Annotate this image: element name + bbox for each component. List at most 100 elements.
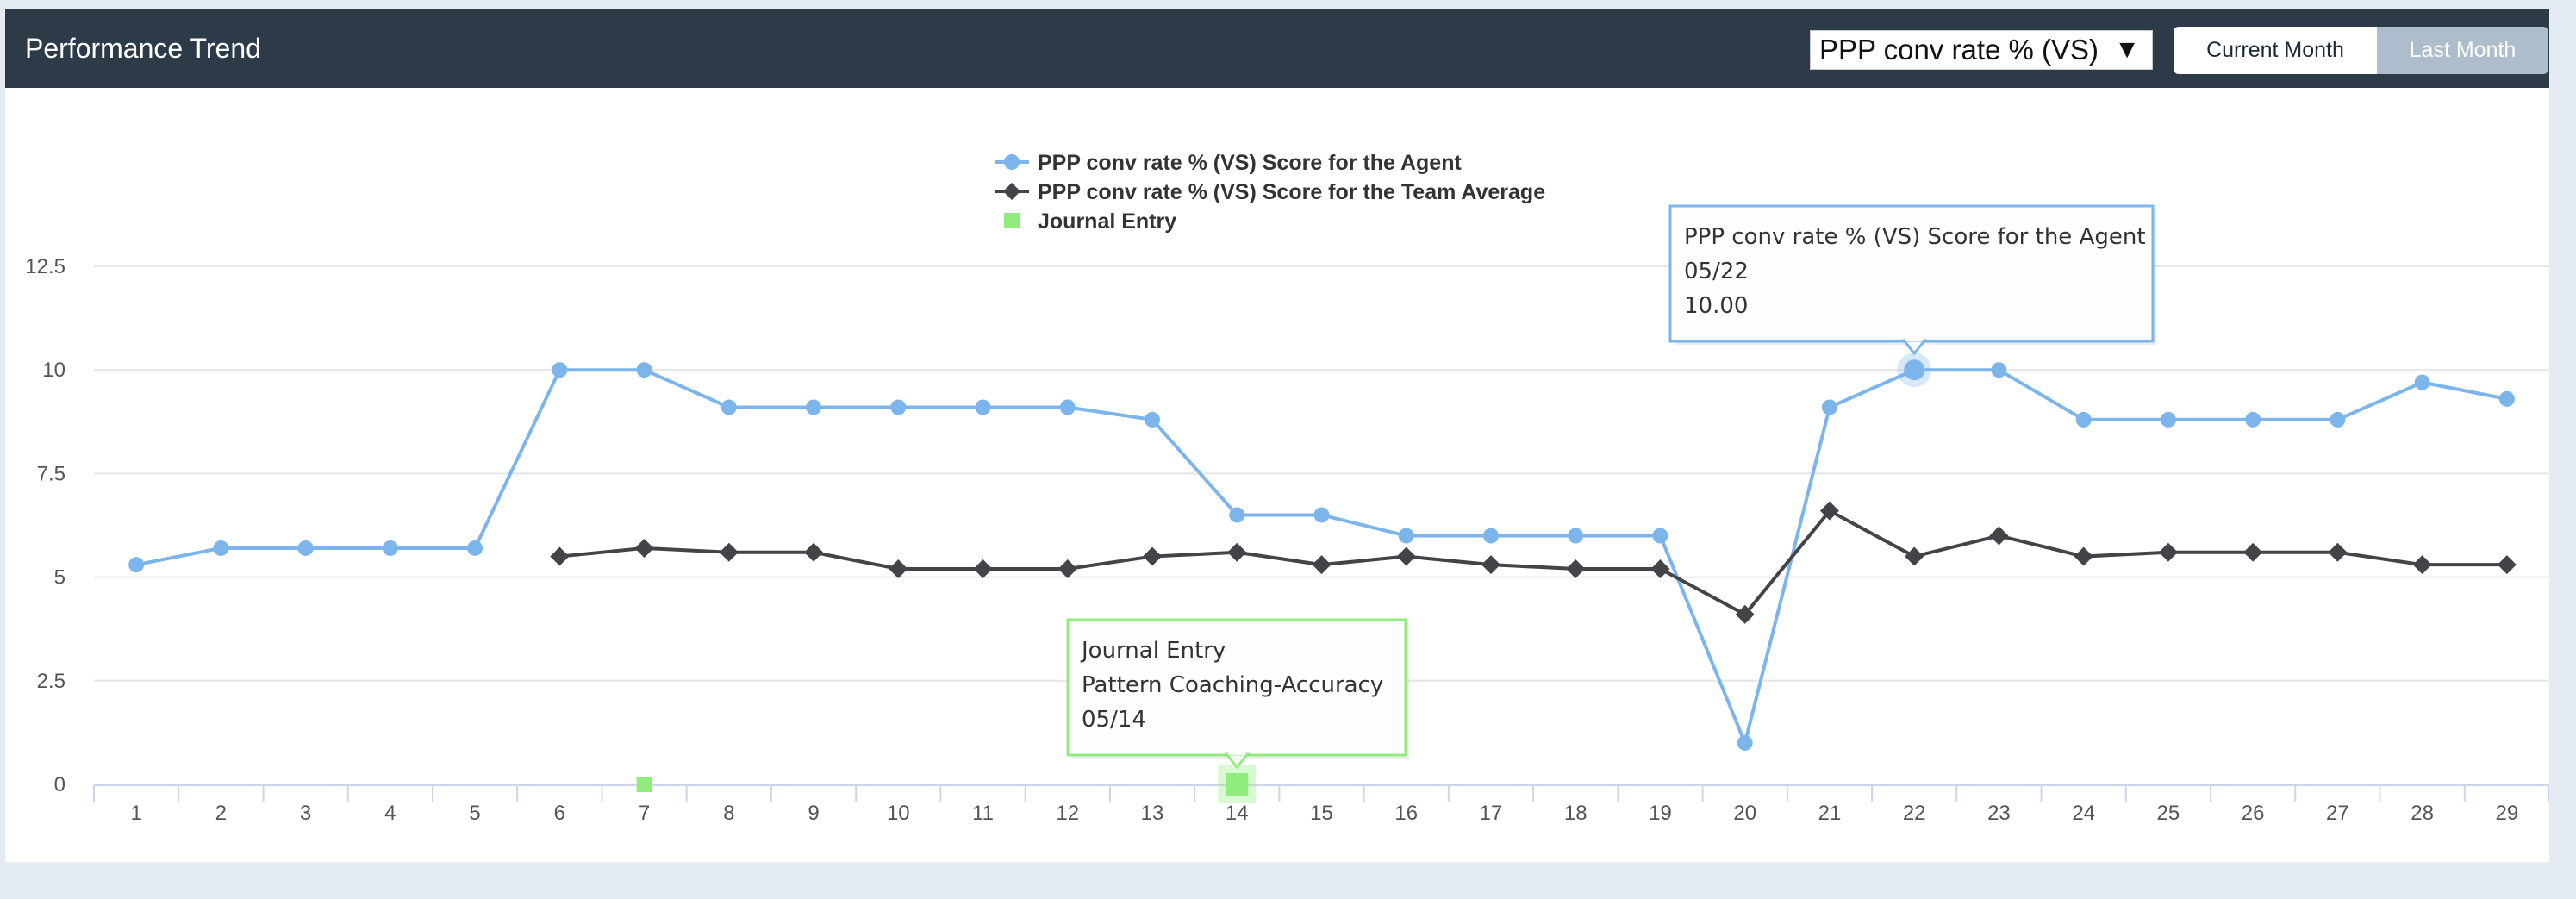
team-average-point — [1735, 604, 1755, 624]
team-average-point — [804, 542, 824, 562]
agent-point — [2414, 374, 2430, 390]
team-average-point — [1057, 559, 1077, 578]
x-tick-label: 8 — [723, 802, 734, 825]
agent-point — [636, 362, 652, 378]
team-average-point — [1989, 526, 2009, 546]
metric-select-value: PPP conv rate % (VS) — [1819, 34, 2099, 66]
agent-point — [806, 399, 822, 415]
y-tick-label: 0 — [54, 773, 65, 796]
team-average-point — [550, 546, 570, 566]
tooltip: Journal Entry Pattern Coaching-Accuracy 05… — [1066, 618, 1409, 803]
agent-point — [1991, 362, 2007, 378]
agent-point — [2245, 411, 2261, 428]
agent-point — [2330, 411, 2346, 428]
team-average-point — [1566, 559, 1586, 578]
x-tick-label: 9 — [808, 802, 819, 825]
agent-point — [1568, 528, 1584, 544]
x-tick-label: 6 — [554, 802, 565, 825]
team-average-point — [1905, 546, 1924, 566]
team-average-point — [1481, 555, 1500, 575]
agent-point — [213, 540, 229, 556]
team-average-point — [634, 538, 654, 558]
team-average-point — [1819, 501, 1839, 521]
tooltip-pointer — [1224, 752, 1251, 770]
dropdown-arrow-icon: ▼ — [2114, 35, 2140, 64]
agent-point — [552, 362, 568, 378]
month-toggle: Current Month Last Month — [2174, 27, 2548, 74]
legend-label: PPP conv rate % (VS) Score for the Team … — [1038, 180, 1545, 204]
team-average-point — [2328, 542, 2348, 562]
x-tick-label: 11 — [972, 802, 994, 825]
legend-item: PPP conv rate % (VS) Score for the Agent — [995, 151, 1462, 175]
x-tick-label: 19 — [1649, 802, 1672, 825]
y-axis-labels: 0 2.5 5 7.5 10 12.5 — [25, 255, 65, 796]
agent-point — [382, 540, 398, 556]
agent-point — [2075, 411, 2092, 428]
agent-point — [128, 557, 145, 573]
highlighted-point — [1226, 773, 1249, 796]
x-tick-label: 3 — [300, 802, 311, 825]
tooltip-text: 10.00 — [1684, 293, 1748, 319]
team-average-point — [889, 559, 908, 578]
journal-entry-point — [636, 777, 652, 792]
tooltip-text: 05/14 — [1082, 707, 1146, 733]
panel-title: Performance Trend — [25, 33, 261, 64]
x-tick-label: 13 — [1141, 802, 1164, 825]
legend-marker — [1004, 154, 1020, 170]
x-tick-label: 17 — [1480, 802, 1503, 825]
tooltip-text: Journal Entry — [1080, 638, 1226, 664]
team-average-point — [2158, 542, 2178, 562]
metric-select[interactable]: PPP conv rate % (VS) ▼ — [1810, 30, 2153, 70]
current-month-button[interactable]: Current Month — [2174, 27, 2377, 74]
legend-item: PPP conv rate % (VS) Score for the Team … — [995, 180, 1545, 204]
x-tick-label: 5 — [469, 802, 480, 825]
team-average-point — [2412, 555, 2432, 575]
x-axis-labels: 1 2 3 4 5 6 7 8 9 10 11 12 13 14 15 16 17 18 19 20 21 22 23 24 2… — [130, 802, 2518, 825]
agent-point — [1821, 399, 1837, 415]
legend-marker — [1004, 213, 1020, 228]
x-tick-label: 23 — [1987, 802, 2011, 825]
team-average-series — [550, 501, 2517, 624]
series-group — [128, 362, 2517, 792]
team-average-point — [1143, 546, 1163, 566]
y-tick-label: 10 — [42, 359, 65, 382]
x-tick-label: 14 — [1226, 802, 1249, 825]
x-tick-label: 26 — [2242, 802, 2265, 825]
x-axis — [93, 784, 2549, 802]
y-tick-label: 5 — [54, 566, 65, 590]
x-tick-label: 22 — [1903, 802, 1926, 825]
agent-point — [1313, 507, 1330, 523]
x-tick-label: 12 — [1056, 802, 1079, 825]
tooltip: PPP conv rate % (VS) Score for the Agent… — [1668, 204, 2156, 388]
x-tick-label: 21 — [1818, 802, 1842, 825]
team-average-point — [1650, 559, 1670, 578]
agent-point — [890, 399, 907, 415]
agent-point — [1398, 528, 1414, 544]
panel-header: Performance Trend PPP conv rate % (VS) ▼… — [5, 9, 2549, 88]
y-tick-label: 7.5 — [37, 462, 65, 485]
team-average-point — [1396, 546, 1416, 566]
tooltip-box — [1668, 204, 2155, 343]
team-average-point — [973, 559, 993, 578]
tooltip-text: PPP conv rate % (VS) Score for the Agent — [1684, 224, 2146, 250]
highlighted-point — [1904, 359, 1925, 381]
team-average-series-line — [559, 509, 2507, 617]
agent-point — [467, 540, 483, 556]
tooltip-box — [1066, 618, 1407, 757]
performance-trend-panel: Performance Trend PPP conv rate % (VS) ▼… — [5, 9, 2549, 862]
legend-item: Journal Entry — [1004, 209, 1176, 234]
x-tick-label: 7 — [639, 802, 650, 825]
team-average-point — [2243, 542, 2263, 562]
agent-point — [1229, 507, 1245, 523]
team-average-point — [1227, 542, 1247, 562]
agent-point — [1737, 734, 1753, 751]
legend: PPP conv rate % (VS) Score for the Agent… — [995, 151, 1545, 234]
tooltip-text: 05/22 — [1684, 259, 1749, 284]
x-tick-label: 16 — [1394, 802, 1418, 825]
last-month-button[interactable]: Last Month — [2377, 27, 2548, 74]
agent-series — [128, 362, 2515, 751]
team-average-point — [719, 542, 739, 562]
agent-point — [297, 540, 314, 556]
agent-point — [2498, 390, 2515, 407]
